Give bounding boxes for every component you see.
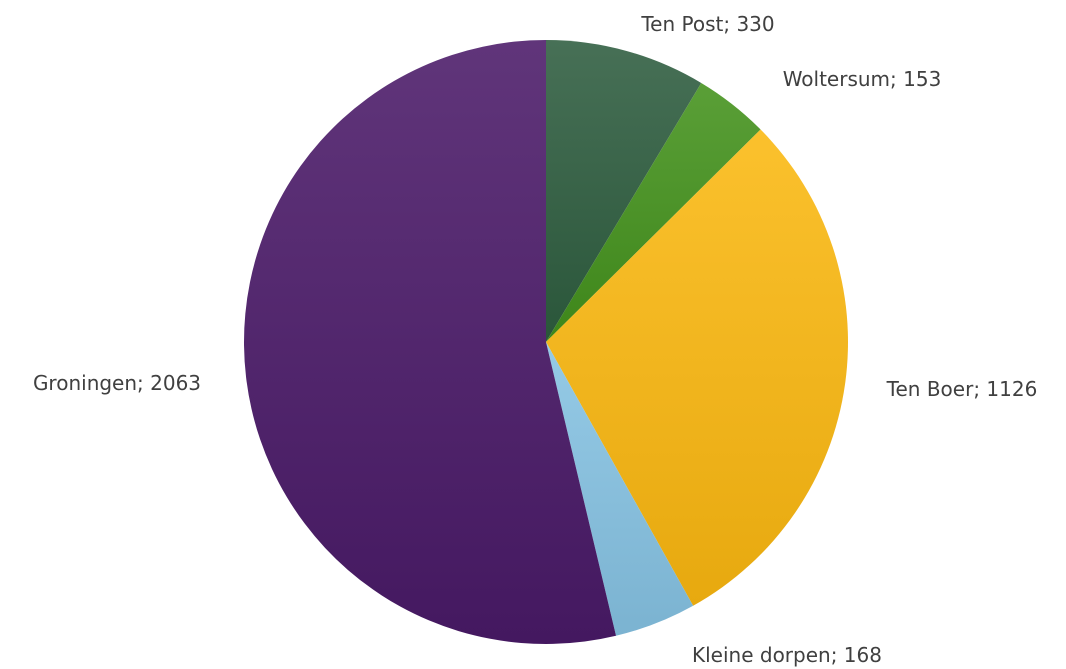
slice-label-groningen: Groningen; 2063 xyxy=(33,371,201,395)
slice-label-ten-boer: Ten Boer; 1126 xyxy=(886,377,1038,401)
pie-slice-ten-post xyxy=(546,40,702,342)
slice-label-ten-post: Ten Post; 330 xyxy=(640,12,774,36)
pie-labels: Ten Post; 330 Woltersum; 153 Ten Boer; 112… xyxy=(33,12,1037,667)
pie-slice-woltersum xyxy=(546,82,761,343)
pie-slices xyxy=(243,40,849,645)
pie-slice-kleine-dorpen xyxy=(546,342,694,636)
pie-slice-groningen xyxy=(243,40,617,645)
slice-label-woltersum: Woltersum; 153 xyxy=(783,67,942,91)
slice-label-kleine-dorpen: Kleine dorpen; 168 xyxy=(692,643,882,667)
pie-slice-ten-boer xyxy=(546,129,849,606)
